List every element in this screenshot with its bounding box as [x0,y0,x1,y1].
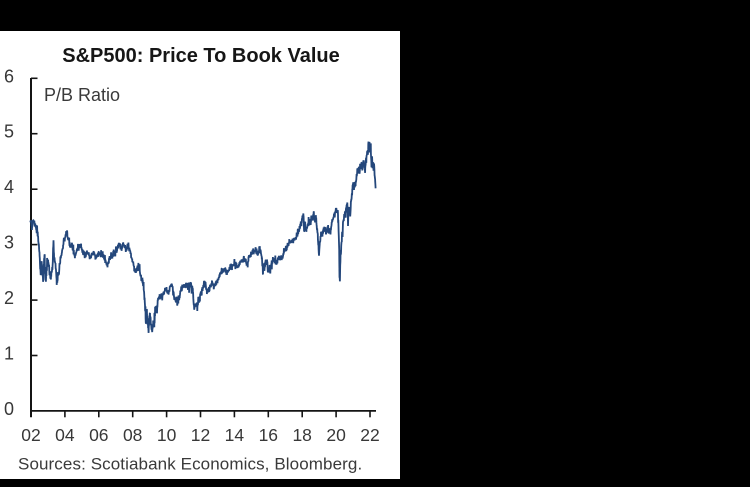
svg-text:08: 08 [123,425,142,445]
svg-text:4: 4 [4,177,14,197]
svg-text:1: 1 [4,344,14,364]
svg-text:16: 16 [259,425,278,445]
svg-text:Sources: Scotiabank Economics,: Sources: Scotiabank Economics, Bloomberg… [18,455,362,474]
svg-text:20: 20 [326,425,346,445]
svg-text:12: 12 [191,425,210,445]
svg-text:S&P500: Price To Book Value: S&P500: Price To Book Value [62,45,340,67]
svg-text:5: 5 [4,122,14,142]
svg-text:6: 6 [4,66,14,86]
svg-text:22: 22 [360,425,379,445]
svg-text:04: 04 [55,425,75,445]
svg-text:14: 14 [225,425,245,445]
svg-text:3: 3 [4,233,14,253]
svg-text:0: 0 [4,399,14,419]
svg-text:06: 06 [89,425,108,445]
svg-text:02: 02 [21,425,40,445]
svg-text:18: 18 [292,425,311,445]
svg-text:P/B Ratio: P/B Ratio [44,85,120,105]
svg-text:2: 2 [4,288,14,308]
svg-text:10: 10 [157,425,177,445]
